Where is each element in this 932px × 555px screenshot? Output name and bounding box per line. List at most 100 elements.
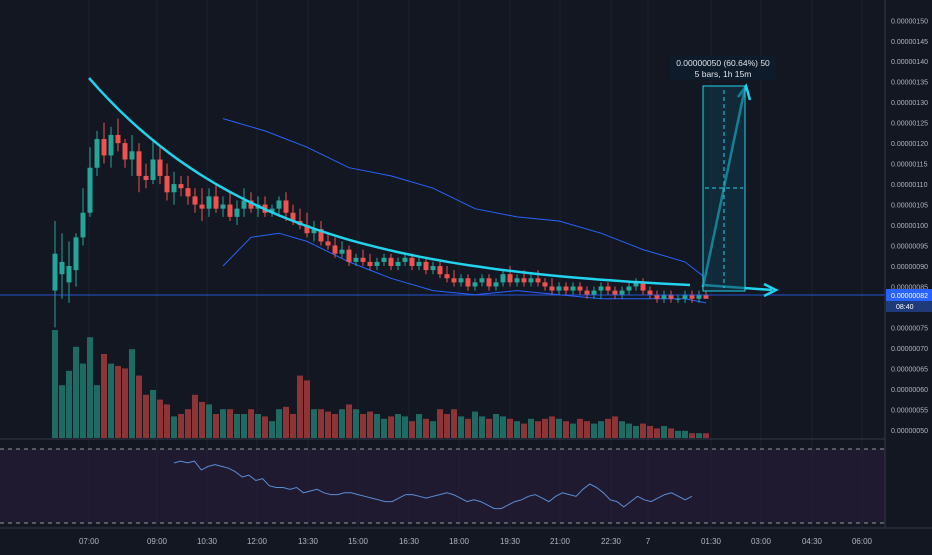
candle[interactable] — [122, 139, 128, 168]
candle-body — [542, 282, 548, 287]
candle[interactable] — [430, 261, 436, 275]
candle[interactable] — [339, 241, 345, 258]
curved-trendline[interactable] — [88, 77, 691, 287]
candle[interactable] — [353, 253, 359, 266]
candle[interactable] — [381, 253, 387, 266]
candle[interactable] — [535, 270, 541, 287]
candle[interactable] — [514, 274, 520, 287]
candle[interactable] — [563, 282, 569, 295]
candle[interactable] — [227, 192, 233, 221]
volume-bar — [612, 416, 618, 438]
candle[interactable] — [682, 290, 688, 303]
candle[interactable] — [423, 257, 429, 275]
candle[interactable] — [220, 196, 226, 217]
candle[interactable] — [570, 282, 576, 295]
candle[interactable] — [647, 286, 653, 299]
candle[interactable] — [59, 233, 65, 299]
candle[interactable] — [395, 257, 401, 271]
candle[interactable] — [500, 270, 506, 287]
candle[interactable] — [101, 122, 107, 164]
candle[interactable] — [486, 274, 492, 291]
candle[interactable] — [192, 188, 198, 213]
candle[interactable] — [73, 233, 79, 287]
candle[interactable] — [241, 188, 247, 217]
candle[interactable] — [542, 278, 548, 291]
measure-tool[interactable]: 0.00000050 (60.64%) 505 bars, 1h 15m — [670, 56, 776, 292]
candle[interactable] — [654, 290, 660, 303]
candle[interactable] — [549, 278, 555, 295]
candle[interactable] — [458, 274, 464, 287]
candle[interactable] — [416, 257, 422, 271]
candle[interactable] — [94, 130, 100, 176]
candle[interactable] — [598, 282, 604, 299]
candle[interactable] — [311, 220, 317, 242]
candle[interactable] — [451, 270, 457, 287]
candle[interactable] — [206, 188, 212, 217]
candle[interactable] — [668, 290, 674, 303]
candle[interactable] — [493, 278, 499, 291]
candles[interactable] — [52, 118, 709, 328]
candle[interactable] — [591, 286, 597, 299]
candle[interactable] — [507, 266, 513, 287]
candle[interactable] — [633, 278, 639, 291]
candle[interactable] — [689, 290, 695, 303]
candle[interactable] — [213, 184, 219, 213]
candle[interactable] — [171, 171, 177, 205]
candle[interactable] — [584, 286, 590, 299]
candle[interactable] — [360, 249, 366, 266]
candle[interactable] — [52, 220, 58, 328]
candle[interactable] — [157, 147, 163, 185]
candle[interactable] — [444, 266, 450, 283]
bollinger-lower-band — [222, 232, 707, 304]
candle[interactable] — [129, 134, 135, 176]
candle[interactable] — [115, 118, 121, 152]
candle-body — [577, 286, 583, 291]
candle[interactable] — [472, 278, 478, 291]
candle[interactable] — [164, 163, 170, 201]
candle[interactable] — [136, 143, 142, 193]
candle[interactable] — [185, 175, 191, 205]
candle[interactable] — [626, 282, 632, 295]
candle[interactable] — [66, 241, 72, 303]
candle[interactable] — [640, 278, 646, 295]
candle[interactable] — [528, 274, 534, 287]
candle[interactable] — [661, 290, 667, 303]
candle[interactable] — [276, 196, 282, 217]
trendline-group[interactable] — [0, 77, 885, 298]
candle[interactable] — [556, 282, 562, 295]
candle[interactable] — [374, 257, 380, 271]
candle[interactable] — [262, 196, 268, 217]
candle[interactable] — [150, 139, 156, 185]
candle[interactable] — [367, 253, 373, 271]
candle[interactable] — [178, 175, 184, 197]
candle[interactable] — [388, 253, 394, 271]
candle[interactable] — [465, 274, 471, 291]
candle[interactable] — [297, 208, 303, 230]
candle[interactable] — [143, 163, 149, 189]
candle[interactable] — [332, 237, 338, 258]
candle[interactable] — [80, 188, 86, 246]
candle[interactable] — [87, 147, 93, 217]
volume-bar — [626, 423, 632, 438]
candle[interactable] — [108, 126, 114, 168]
candle[interactable] — [283, 192, 289, 221]
candle[interactable] — [199, 188, 205, 221]
candle[interactable] — [234, 200, 240, 226]
candle[interactable] — [318, 220, 324, 246]
candle[interactable] — [612, 286, 618, 299]
candle[interactable] — [577, 282, 583, 295]
candle[interactable] — [696, 290, 702, 303]
candle[interactable] — [437, 261, 443, 279]
candle[interactable] — [605, 282, 611, 295]
candle[interactable] — [269, 204, 275, 217]
candle[interactable] — [402, 253, 408, 266]
candle[interactable] — [325, 233, 331, 250]
volume-bar — [549, 416, 555, 438]
candle[interactable] — [409, 253, 415, 271]
candle[interactable] — [346, 245, 352, 266]
candle[interactable] — [479, 274, 485, 287]
candle[interactable] — [675, 294, 681, 303]
candle[interactable] — [619, 286, 625, 299]
